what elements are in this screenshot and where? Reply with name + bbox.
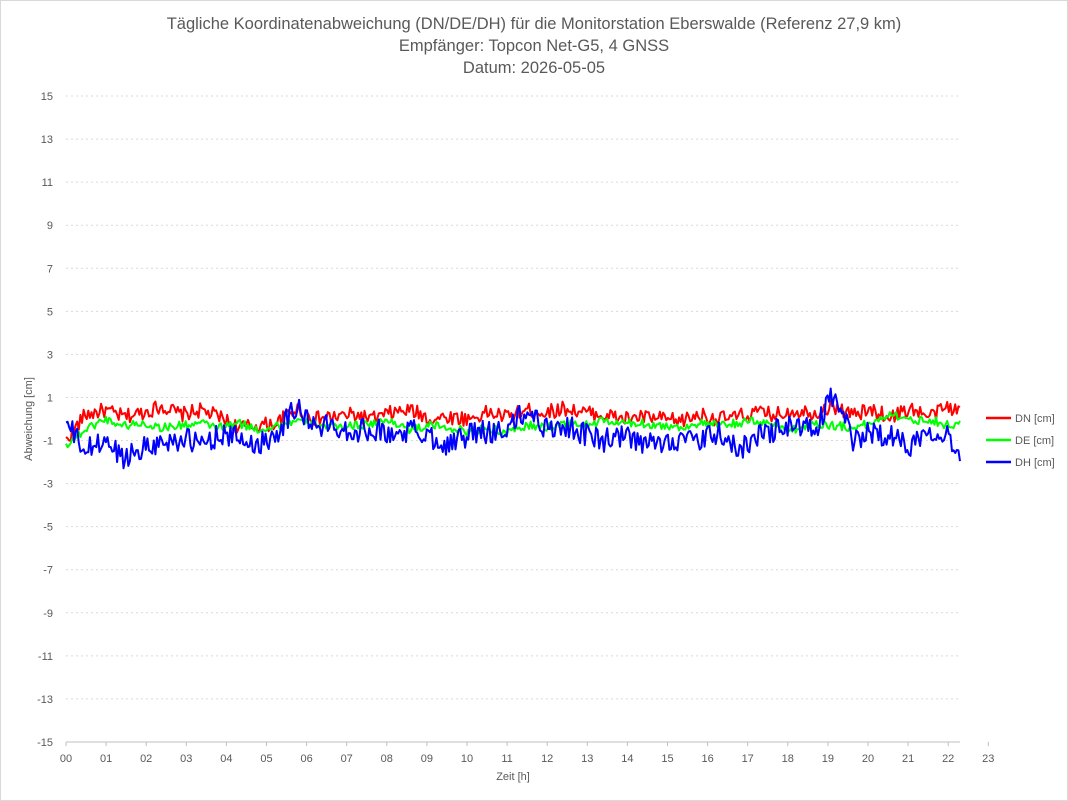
x-tick-label: 16: [701, 753, 713, 765]
y-tick-label: 9: [47, 220, 53, 232]
legend-entry: DH [cm]: [1015, 457, 1055, 469]
legend: DN [cm] DE [cm] DH [cm]: [986, 413, 1055, 469]
y-tick-label: -11: [38, 651, 53, 663]
y-tick-label: -5: [43, 522, 53, 534]
x-tick-label: 18: [782, 753, 794, 765]
x-tick-label: 14: [621, 753, 633, 765]
x-tick-label: 09: [421, 753, 433, 765]
y-tick-label: 1: [47, 392, 53, 404]
series-line-dh: [65, 387, 961, 470]
x-tick-label: 22: [942, 753, 954, 765]
y-tick-label: 13: [41, 134, 53, 146]
chart-title: Tägliche Koordinatenabweichung (DN/DE/DH…: [167, 15, 902, 77]
x-tick-label: 11: [501, 753, 512, 765]
y-tick-label: -13: [37, 694, 53, 706]
chart-title-line-1: Tägliche Koordinatenabweichung (DN/DE/DH…: [167, 15, 902, 33]
y-tick-label: 3: [47, 349, 53, 361]
data-series: [65, 387, 961, 470]
x-tick-label: 19: [822, 753, 834, 765]
y-tick-label: 5: [47, 306, 53, 318]
y-axis-ticks: 15 13 11 9 7 5 3 1 -1 -3 -5 -7 -9 -11 -13 -15: [37, 91, 53, 749]
x-tick-label: 04: [220, 753, 232, 765]
x-tick-label: 13: [581, 753, 593, 765]
y-tick-label: 15: [41, 91, 53, 103]
x-tick-label: 20: [862, 753, 874, 765]
x-tick-label: 10: [461, 753, 473, 765]
x-tick-label: 06: [300, 753, 312, 765]
x-tick-label: 21: [902, 753, 914, 765]
grid-lines: [66, 95, 960, 700]
y-tick-label: -1: [43, 436, 53, 448]
chart-title-line-2: Empfänger: Topcon Net-G5, 4 GNSS: [399, 37, 669, 55]
x-tick-label: 00: [60, 753, 72, 765]
x-tick-label: 01: [100, 753, 112, 765]
x-tick-label: 03: [180, 753, 192, 765]
chart-title-line-3: Datum: 2026-05-05: [463, 59, 605, 77]
legend-entry: DN [cm]: [1015, 413, 1055, 425]
x-axis-label: Zeit [h]: [496, 771, 530, 783]
x-tick-label: 05: [260, 753, 272, 765]
y-tick-label: -3: [43, 479, 53, 491]
x-tick-label: 15: [661, 753, 673, 765]
y-tick-label: -15: [37, 737, 53, 749]
x-tick-label: 07: [341, 753, 353, 765]
x-tick-label: 12: [541, 753, 553, 765]
y-tick-label: -7: [43, 565, 53, 577]
x-tick-label: 17: [742, 753, 754, 765]
y-axis-label: Abweichung [cm]: [23, 377, 35, 461]
x-tick-label: 02: [140, 753, 152, 765]
x-tick-label: 08: [381, 753, 393, 765]
y-tick-label: 7: [47, 263, 53, 275]
y-tick-label: -9: [43, 608, 53, 620]
x-axis-ticks: 00 01 02 03 04 05 06 07 08 09 10 11 12 13 14 15 16 17 18 19…: [60, 742, 994, 765]
legend-entry: DE [cm]: [1015, 435, 1054, 447]
y-tick-label: 11: [42, 177, 53, 189]
x-tick-label: 23: [982, 753, 994, 765]
